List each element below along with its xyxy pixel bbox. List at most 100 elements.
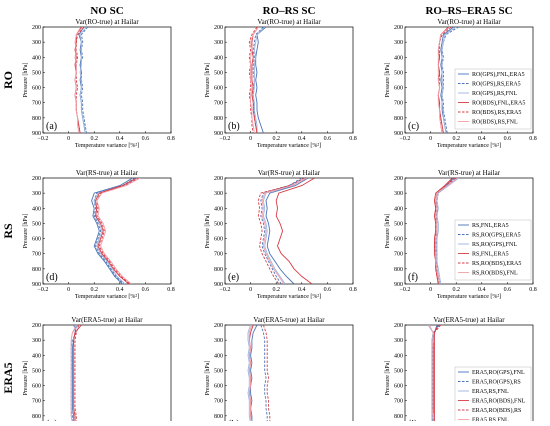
x-tick-label: 0.4 [298, 287, 306, 293]
y-tick-label: 500 [214, 368, 223, 374]
x-tick-label: 0.2 [272, 136, 280, 142]
series-line-3 [247, 325, 252, 426]
y-tick-label: 800 [394, 414, 403, 420]
y-tick-label: 400 [214, 353, 223, 359]
panel-f: Var(RS-true) at Hailar −0.2 0 0.2 0.4 0.6 0.8 2… [385, 169, 537, 300]
plot-frame [404, 177, 534, 285]
y-tick-label: 300 [214, 338, 223, 344]
legend-entry: ERA5,RS,FNL [472, 389, 509, 395]
x-tick-label: 0.8 [349, 287, 357, 293]
legend-entry: RS,RO(GPS),FNL [472, 241, 517, 248]
y-tick-label: 300 [32, 40, 41, 46]
series-line-1 [91, 178, 133, 284]
legend-entry: RS,RO(BDS),FNL [472, 270, 518, 277]
y-tick-label: 200 [32, 176, 41, 182]
y-tick-label: 700 [394, 101, 403, 107]
series-line-5 [257, 178, 305, 284]
series-line-5 [433, 178, 456, 284]
y-axis-label: Pressure [hPa] [385, 361, 391, 396]
legend-entry: ERA5,RO(GPS),FNL [472, 369, 525, 376]
y-tick-label: 500 [32, 70, 41, 76]
y-tick-label: 200 [214, 323, 223, 329]
series-line-3 [427, 325, 434, 426]
x-tick-label: 0.2 [272, 287, 280, 293]
y-tick-label: 500 [394, 221, 403, 227]
series-line-3 [441, 27, 457, 133]
y-tick-label: 500 [214, 221, 223, 227]
y-tick-label: 800 [32, 414, 41, 420]
series-line-5 [96, 178, 140, 284]
y-tick-label: 800 [32, 116, 41, 122]
row-label: RO [1, 71, 15, 89]
series-line-2 [93, 178, 136, 284]
y-axis-label: Pressure [hPa] [23, 361, 29, 396]
y-tick-label: 400 [214, 55, 223, 61]
y-tick-label: 700 [214, 252, 223, 258]
x-tick-label: 0.8 [529, 287, 537, 293]
series-line-6 [428, 325, 434, 426]
x-tick-label: 0.2 [452, 136, 460, 142]
x-tick-label: 0.6 [142, 136, 150, 142]
y-tick-label: 600 [32, 384, 41, 390]
y-tick-label: 800 [394, 267, 403, 273]
legend-entry: RS,RO(GPS),ERA5 [472, 232, 521, 239]
plot-frame [224, 26, 354, 134]
series-line-3 [436, 178, 460, 284]
x-tick-label: 0.8 [349, 136, 357, 142]
panel-title: Var(ERA5-true) at Hailar [253, 316, 325, 324]
legend-entry: ERA5,RO(GPS),RS [472, 379, 521, 386]
y-tick-label: 200 [214, 25, 223, 31]
row-label: ERA5 [1, 362, 15, 393]
panel-label: (f) [408, 272, 418, 283]
y-axis-label: Pressure [hPa] [23, 63, 29, 98]
y-tick-label: 600 [214, 384, 223, 390]
y-tick-label: 300 [394, 40, 403, 46]
series-line-6 [435, 178, 458, 284]
series-line-1 [265, 178, 309, 284]
legend-entry: RO(BDS),RS,FNL [472, 119, 518, 126]
y-tick-label: 300 [32, 191, 41, 197]
legend-box [454, 219, 532, 281]
series-line-6 [261, 178, 308, 284]
series-line-3 [262, 178, 305, 284]
x-tick-label: 0 [249, 136, 252, 142]
series-line-2 [260, 325, 269, 426]
x-tick-label: −0.2 [220, 136, 231, 142]
y-tick-label: 500 [214, 70, 223, 76]
column-title: RO–RS SC [263, 5, 316, 17]
panel-label: (b) [228, 121, 240, 132]
y-axis-label: Pressure [hPa] [23, 214, 29, 249]
series-line-3 [79, 27, 87, 133]
x-axis-label: Temperature variance [%²] [257, 143, 321, 149]
x-axis-label: Temperature variance [%²] [75, 294, 139, 300]
x-tick-label: −0.2 [400, 136, 411, 142]
y-axis-label: Pressure [hPa] [385, 63, 391, 98]
panel-title: Var(RS-true) at Hailar [76, 169, 139, 177]
y-tick-label: 900 [32, 131, 41, 137]
y-tick-label: 300 [394, 191, 403, 197]
y-tick-label: 400 [32, 55, 41, 61]
x-axis-label: Temperature variance [%²] [75, 143, 139, 149]
series-line-4 [275, 178, 315, 284]
y-axis-label: Pressure [hPa] [205, 214, 211, 249]
y-tick-label: 200 [214, 176, 223, 182]
y-tick-label: 300 [214, 191, 223, 197]
y-tick-label: 900 [214, 131, 223, 137]
x-tick-label: 0 [67, 136, 70, 142]
series-line-5 [262, 325, 271, 426]
y-tick-label: 700 [32, 101, 41, 107]
series-line-4 [73, 325, 82, 426]
y-tick-label: 600 [32, 86, 41, 92]
series-line-3 [93, 178, 138, 284]
y-tick-label: 200 [394, 25, 403, 31]
x-tick-label: −0.2 [400, 287, 411, 293]
y-tick-label: 400 [32, 206, 41, 212]
x-tick-label: 0.6 [504, 287, 512, 293]
y-tick-label: 400 [214, 206, 223, 212]
y-tick-label: 300 [32, 338, 41, 344]
y-tick-label: 500 [394, 70, 403, 76]
series-line-1 [432, 325, 438, 426]
y-tick-label: 600 [214, 237, 223, 243]
legend-entry: ERA5,RO(BDS),FNL [472, 398, 526, 405]
